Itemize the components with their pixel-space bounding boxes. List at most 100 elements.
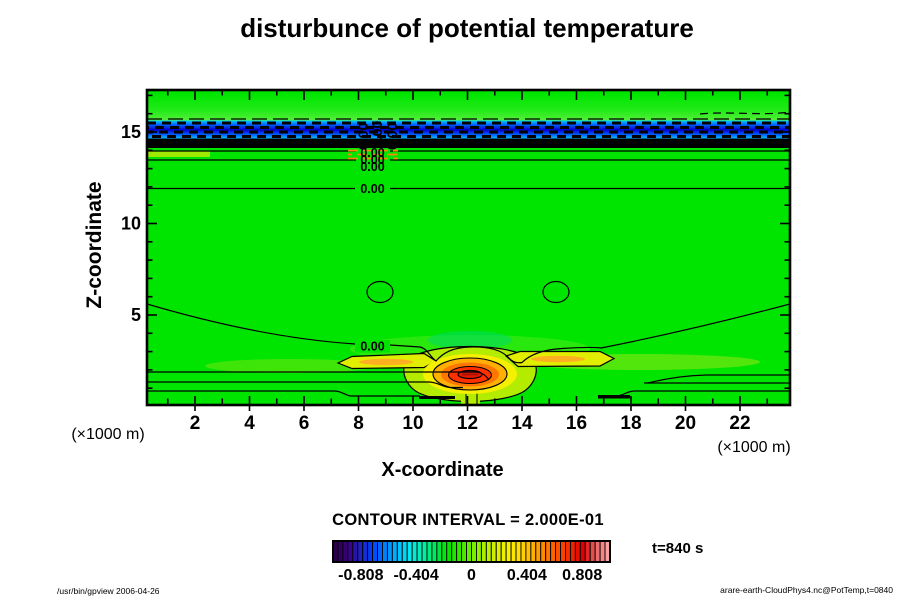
colorbar-segment	[510, 540, 517, 563]
contour-interval-text: CONTOUR INTERVAL = 2.000E-01	[332, 511, 604, 529]
colorbar-segment	[550, 540, 557, 563]
zero-contour	[147, 303, 356, 345]
dashed-contour	[699, 111, 790, 115]
contour-bar	[598, 395, 630, 399]
x-tick-label: 22	[729, 413, 750, 434]
contour-line	[465, 393, 478, 404]
colorbar-tick-label: 0	[467, 567, 476, 584]
colorbar-segment	[500, 540, 507, 563]
colorbar-segment	[599, 540, 606, 563]
colorbar-segment	[466, 540, 472, 563]
colorbar-segment	[391, 540, 398, 563]
contour-label-vertical: 0.00	[369, 121, 385, 148]
colorbar-segment	[352, 540, 359, 563]
colorbar-segment	[574, 540, 581, 563]
hotspot-core-line	[462, 373, 478, 376]
colorbar-segment	[495, 540, 502, 563]
contour-line	[647, 374, 790, 384]
contour-label: 0.00	[360, 153, 384, 167]
colorbar-segment	[515, 540, 522, 563]
colorbar-segment	[421, 540, 428, 563]
colorbar-tick-label: -0.808	[338, 567, 383, 584]
footer-command-text: /usr/bin/gpview 2006-04-26	[57, 586, 160, 596]
left-yellow-strip	[147, 150, 210, 157]
time-label: t=840 s	[652, 540, 704, 557]
colorbar-segment	[342, 540, 349, 563]
colorbar-segment	[416, 540, 423, 563]
closed-contour-cell	[542, 280, 570, 304]
x-tick-label: 6	[299, 413, 310, 434]
contour-label: 0.00	[360, 146, 384, 160]
colorbar-segment	[535, 540, 542, 563]
contour-field: 0.00 0.00 0.00 0.00 0.00 0.00 0.00	[147, 90, 790, 405]
x-axis-label: X-coordinate	[381, 459, 504, 481]
colorbar-segment	[386, 540, 393, 563]
colorbar-segment	[431, 540, 438, 563]
axis-tick-labels: 2 4 6 8 10 12 14 16 18 20 22 5 10 15	[121, 122, 751, 434]
x-axis-unit: (×1000 m)	[717, 439, 791, 456]
contour-line	[147, 390, 420, 397]
colorbar-segment	[396, 540, 403, 563]
contour-label: 0.00	[360, 340, 384, 354]
colorbar-tick-label: 0.404	[507, 567, 547, 584]
colorbar-segment	[475, 540, 482, 563]
black-band	[147, 138, 790, 148]
colorbar-segment	[406, 540, 413, 563]
colorbar-segment	[490, 540, 497, 563]
colorbar-segment	[377, 540, 383, 563]
contour-label-vertical: 0.00	[355, 123, 371, 150]
colorbar-segment	[401, 540, 408, 563]
colorbar-segment	[362, 540, 369, 563]
colorbar-segment	[579, 540, 586, 563]
colorbar-segment	[565, 540, 571, 563]
colorbar-labels: -0.808 -0.404 0 0.404 0.808	[338, 567, 602, 584]
colorbar-segment	[411, 540, 418, 563]
z-tick-label: 15	[121, 122, 141, 142]
colorbar-segment	[372, 540, 378, 563]
x-tick-label: 20	[675, 413, 696, 434]
contour-line	[147, 371, 490, 381]
x-tick-label: 4	[244, 413, 255, 434]
contour-bar	[419, 396, 455, 399]
colorbar-segment	[589, 540, 596, 563]
contour-label-vertical: 0.00	[384, 123, 400, 150]
left-wing-orange	[359, 358, 413, 366]
upper-light-band	[147, 94, 790, 121]
colorbar-segment	[441, 540, 448, 563]
contour-label: 0.00	[360, 160, 384, 174]
colorbar-segment	[569, 540, 576, 563]
colorbar-tick-label: 0.808	[562, 567, 602, 584]
colorbar-segment	[505, 540, 512, 563]
x-tick-label: 18	[620, 413, 641, 434]
left-warm-streak	[205, 359, 375, 373]
label-mask	[355, 340, 390, 353]
colorbar-segment	[367, 540, 374, 563]
colorbar-segment	[530, 540, 537, 563]
colorbar	[332, 540, 611, 563]
colorbar-segment	[456, 540, 463, 563]
colorbar-segment	[382, 540, 388, 563]
colorbar-segment	[520, 540, 527, 563]
colorbar-border	[332, 540, 611, 563]
colorbar-segment	[480, 540, 487, 563]
colorbar-segment	[545, 540, 552, 563]
colorbar-segment	[584, 540, 591, 563]
label-mask	[355, 182, 390, 195]
page-title: disturbunce of potential temperature	[240, 13, 694, 43]
zero-contour	[389, 303, 790, 364]
teal-smudge	[428, 331, 512, 349]
x-tick-label: 2	[190, 413, 201, 434]
colorbar-segment	[347, 540, 354, 563]
colorbar-segment	[436, 540, 443, 563]
colorbar-segment	[461, 540, 468, 563]
contour-label: 0.00	[360, 182, 384, 196]
z-tick-label: 10	[121, 214, 141, 234]
colorbar-segment	[337, 540, 344, 563]
blue-band	[147, 120, 790, 139]
contour-line	[147, 381, 463, 389]
colorbar-tick-label: -0.404	[393, 567, 438, 584]
x-tick-label: 14	[511, 413, 533, 434]
z-tick-label: 5	[131, 305, 141, 325]
